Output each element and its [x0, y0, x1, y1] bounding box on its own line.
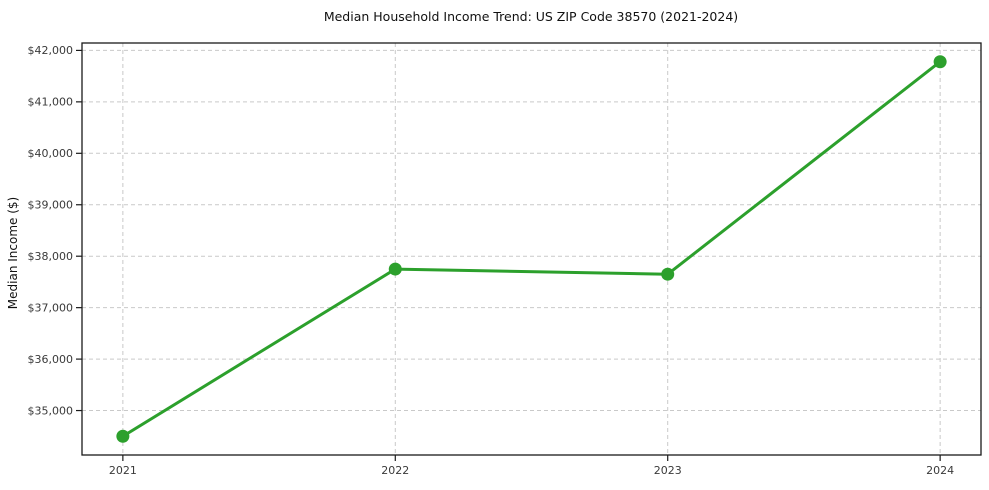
plot-frame [81, 42, 982, 456]
x-tick-label: 2022 [381, 464, 409, 477]
x-tick-label: 2023 [654, 464, 682, 477]
income-trend-line [121, 60, 942, 438]
y-tick-label: $37,000 [28, 301, 74, 314]
x-tick-label: 2024 [926, 464, 954, 477]
grid [82, 43, 981, 455]
data-point-2021 [116, 429, 130, 443]
data-point-2023 [661, 267, 675, 281]
y-tick-label: $42,000 [28, 44, 74, 57]
data-point-2024 [933, 55, 947, 69]
x-tick-label: 2021 [109, 464, 137, 477]
y-tick-label: $41,000 [28, 96, 74, 109]
chart-title: Median Household Income Trend: US ZIP Co… [324, 9, 738, 24]
y-axis-label: Median Income ($) [6, 197, 20, 309]
y-tick-label: $39,000 [28, 198, 74, 211]
y-tick-label: $40,000 [28, 147, 74, 160]
axes: $35,000 $36,000 $37,000 $38,000 $39,000 $40,0… [28, 42, 982, 477]
y-tick-label: $35,000 [28, 404, 74, 417]
income-line-series [116, 55, 947, 443]
data-point-2022 [388, 262, 402, 276]
y-tick-label: $36,000 [28, 353, 74, 366]
y-tick-label: $38,000 [28, 250, 74, 263]
